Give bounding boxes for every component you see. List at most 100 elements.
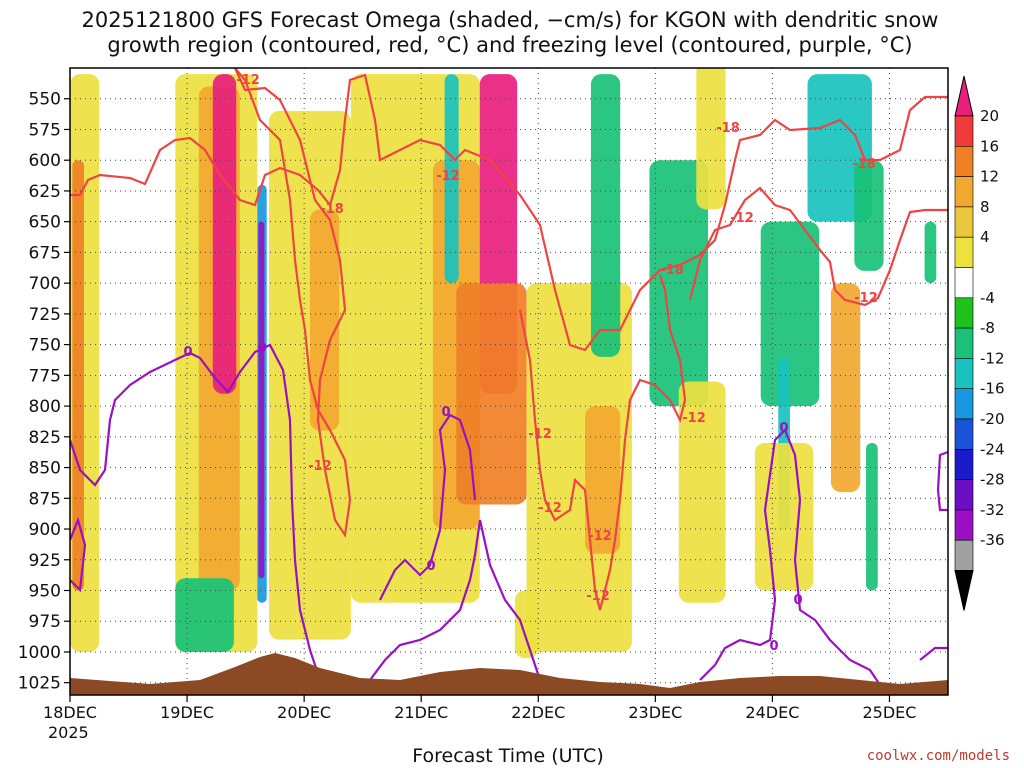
freezing-contour-label: 0 [183, 345, 192, 360]
freezing-contour-label: 0 [257, 341, 266, 356]
y-tick-label: 800 [29, 397, 61, 417]
colorbar-tick-label: -8 [980, 319, 995, 337]
freezing-level-contour-7 [919, 646, 948, 661]
y-tick-label: 1000 [18, 643, 61, 663]
colorbar-tick-label: -16 [980, 380, 1005, 398]
y-tick-label: 925 [29, 551, 61, 571]
colorbar-swatch [954, 206, 974, 238]
y-tick-label: 550 [29, 90, 61, 110]
dgz-contour-label: -18 [716, 121, 740, 136]
freezing-level-contour-2 [369, 519, 542, 681]
omega-region-1 [72, 160, 85, 591]
x-axis-year: 2025 [48, 723, 89, 742]
x-tick-label: 18DEC [43, 703, 97, 722]
colorbar-tick-label: -12 [980, 349, 1005, 367]
colorbar-tick-label: 8 [980, 198, 990, 216]
contour-lines [70, 68, 948, 686]
omega-region-23 [830, 283, 861, 493]
x-axis: 18DEC 19DEC 20DEC 21DEC 22DEC 23DEC 24DEC 25DEC [43, 695, 916, 722]
dgz-contour-label: -12 [588, 529, 612, 544]
x-tick-label: 20DEC [277, 703, 331, 722]
chart-title-line2: growth region (contoured, red, °C) and f… [107, 33, 912, 57]
colorbar-swatch [954, 539, 974, 571]
freezing-contour-label: 0 [426, 559, 435, 574]
colorbar-swatch [954, 448, 974, 480]
omega-region-15 [444, 74, 459, 284]
omega-region-26 [866, 442, 878, 591]
dgz-contour-label: -12 [682, 411, 706, 426]
y-tick-label: 600 [29, 151, 61, 171]
colorbar-swatch [954, 418, 974, 450]
colorbar-swatch [954, 115, 974, 147]
dgz-contour-label: -12 [854, 291, 878, 306]
dgz-contour-label: -12 [308, 459, 332, 474]
colorbar-top-arrow [954, 75, 974, 117]
y-tick-label: 575 [29, 120, 61, 140]
y-tick-label: 975 [29, 612, 61, 632]
freezing-level-contour-5 [70, 516, 87, 593]
x-tick-label: 24DEC [745, 703, 799, 722]
y-tick-label: 700 [29, 274, 61, 294]
y-tick-label: 825 [29, 428, 61, 448]
x-tick-label: 23DEC [628, 703, 682, 722]
omega-region-14 [585, 406, 621, 554]
colorbar-tick-label: -28 [980, 471, 1005, 489]
y-tick-label: 725 [29, 305, 61, 325]
colorbar-swatch [954, 479, 974, 511]
omega-region-8 [309, 209, 340, 431]
omega-region-12 [456, 283, 527, 505]
dgz-contour-label: -12 [730, 211, 754, 226]
freezing-level-contour-6 [936, 450, 948, 512]
colorbar-bottom-arrow [954, 570, 974, 611]
colorbar-tick-label: 12 [980, 168, 999, 186]
x-axis-label: Forecast Time (UTC) [412, 745, 603, 767]
colorbar-tick-label: -20 [980, 410, 1005, 428]
dgz-contour-label: -18 [660, 263, 684, 278]
x-tick-label: 19DEC [160, 703, 214, 722]
omega-region-6 [258, 221, 265, 579]
dgz-contour-mid [518, 274, 687, 611]
y-tick-label: 1025 [18, 674, 61, 694]
y-axis: 550 575 600 625 650 675 700 725 750 775 800 825 850 8… [18, 90, 70, 694]
dgz-contour-label: -18 [852, 157, 876, 172]
colorbar-tick-label: -36 [980, 531, 1005, 549]
dgz-contour-lower [233, 68, 352, 539]
colorbar-swatch [954, 236, 974, 268]
chart-title-line1: 2025121800 GFS Forecast Omega (shaded, −… [82, 8, 939, 32]
omega-region-25 [754, 442, 814, 591]
freezing-level-contour [70, 343, 322, 681]
omega-region-27 [175, 578, 234, 652]
omega-region-29 [514, 590, 539, 659]
colorbar-swatch [954, 327, 974, 359]
omega-region-4 [212, 74, 237, 394]
colorbar-tick-label: -32 [980, 501, 1005, 519]
colorbar-swatch [954, 176, 974, 208]
contour-labels: -12 -12 -18 -12 -12 -12 -18 -12 -18 -12 -18 -12 -12 -… [183, 73, 877, 654]
plot-area: -12 -12 -18 -12 -12 -12 -18 -12 -18 -12 -18 -12 -12 -… [69, 67, 949, 696]
dgz-contour-east [688, 186, 948, 307]
colorbar-tick-label: 4 [980, 228, 990, 246]
colorbar-swatch [954, 297, 974, 329]
terrain-fill [70, 653, 948, 695]
y-tick-label: 625 [29, 182, 61, 202]
freezing-contour-label: 0 [441, 405, 450, 420]
x-tick-label: 25DEC [862, 703, 916, 722]
plot-frame [69, 67, 949, 696]
freezing-contour-label: 0 [779, 421, 788, 436]
dgz-contour-label: -18 [320, 202, 344, 217]
y-tick-label: 850 [29, 459, 61, 479]
x-tick-label: 22DEC [511, 703, 565, 722]
y-tick-label: 775 [29, 366, 61, 386]
dgz-contour-label: -12 [528, 427, 552, 442]
colorbar-tick-label: 20 [980, 107, 999, 125]
y-tick-label: 675 [29, 243, 61, 263]
dgz-contour-upper [70, 73, 948, 352]
omega-region-17 [649, 160, 709, 407]
omega-region-20 [760, 221, 820, 407]
y-tick-label: 900 [29, 520, 61, 540]
dgz-contour-label: -12 [236, 73, 260, 88]
y-tick-label: 650 [29, 213, 61, 233]
colorbar-swatch [954, 509, 974, 541]
dgz-contour-label: -12 [538, 501, 562, 516]
